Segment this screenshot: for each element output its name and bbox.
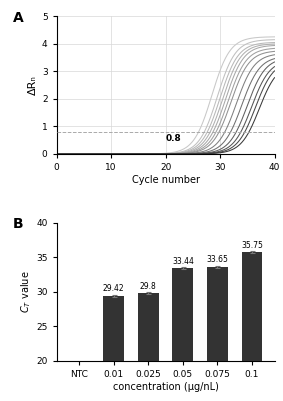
Bar [207, 267, 228, 361]
Bar [172, 268, 193, 361]
Bar [242, 252, 262, 361]
X-axis label: concentration (µg/nL): concentration (µg/nL) [113, 382, 218, 392]
Text: B: B [13, 217, 24, 231]
X-axis label: Cycle number: Cycle number [132, 175, 200, 185]
Text: 29.42: 29.42 [103, 284, 125, 293]
Y-axis label: $C_T$ value: $C_T$ value [20, 271, 33, 313]
Bar [103, 296, 124, 361]
Bar [138, 293, 159, 361]
Text: 29.8: 29.8 [140, 282, 156, 291]
Text: 33.44: 33.44 [172, 257, 194, 265]
Text: 33.65: 33.65 [207, 255, 228, 264]
Text: 35.75: 35.75 [241, 241, 263, 250]
Y-axis label: ΔRₙ: ΔRₙ [28, 75, 38, 95]
Text: 0.8: 0.8 [166, 134, 181, 143]
Text: A: A [13, 10, 24, 24]
